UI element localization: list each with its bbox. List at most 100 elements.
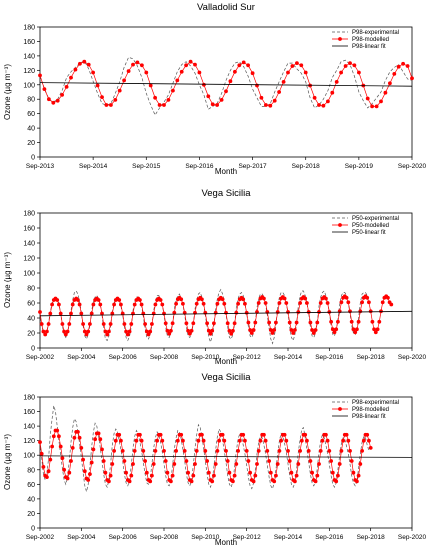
data-point: [55, 298, 60, 302]
data-point: [305, 438, 309, 443]
x-tick-label: Sep-2004: [67, 354, 96, 361]
data-point: [299, 63, 304, 68]
data-point: [131, 462, 135, 466]
data-point: [189, 328, 194, 333]
data-point: [372, 327, 376, 332]
data-point: [332, 330, 337, 335]
data-point: [305, 301, 309, 305]
data-point: [45, 475, 49, 479]
x-tick-label: Sep-2014: [274, 534, 303, 541]
data-point: [82, 329, 87, 334]
y-tick-label: 40: [27, 126, 35, 133]
data-point: [65, 329, 70, 334]
data-point: [303, 296, 308, 301]
data-point: [259, 95, 264, 100]
data-point: [91, 447, 96, 452]
data-point: [356, 319, 361, 324]
data-point: [184, 63, 189, 68]
data-point: [334, 479, 339, 484]
data-point: [170, 473, 175, 478]
data-point: [124, 329, 128, 334]
y-tick-label: 180: [23, 395, 35, 402]
data-point: [270, 331, 275, 335]
data-point: [225, 459, 230, 463]
data-point: [224, 310, 228, 315]
data-point: [227, 328, 232, 333]
data-point: [194, 449, 199, 453]
data-point: [248, 328, 253, 332]
legend-marker: [338, 407, 342, 411]
data-point: [60, 322, 65, 326]
data-point: [317, 310, 321, 314]
data-point: [217, 438, 222, 443]
data-point: [110, 311, 115, 316]
chart-title: Valladolid Sur: [197, 2, 255, 13]
data-point: [231, 479, 235, 484]
data-point: [125, 332, 130, 337]
data-point: [228, 79, 233, 84]
y-tick-label: 40: [27, 316, 35, 323]
data-point: [127, 329, 132, 334]
legend-label: P98-experimental: [352, 400, 399, 406]
data-point: [184, 321, 189, 326]
data-point: [346, 300, 351, 305]
data-point: [336, 473, 340, 478]
data-point: [69, 311, 73, 316]
data-point: [191, 473, 196, 478]
data-point: [365, 96, 370, 101]
data-point: [330, 470, 335, 475]
y-tick-label: 40: [27, 496, 35, 503]
data-point: [336, 319, 340, 324]
data-point: [293, 328, 297, 332]
data-point: [148, 329, 153, 334]
x-tick-label: Sep-2017: [238, 163, 267, 170]
x-tick-label: Sep-2012: [233, 354, 262, 361]
data-point: [38, 73, 42, 78]
data-point: [170, 321, 175, 326]
data-point: [358, 462, 363, 466]
data-point: [45, 329, 49, 334]
data-point: [249, 331, 254, 335]
data-point: [315, 320, 320, 325]
data-point: [41, 329, 46, 334]
data-point: [144, 470, 149, 475]
data-point: [89, 460, 94, 465]
data-point: [310, 470, 314, 475]
data-point: [289, 470, 294, 475]
y-tick-label: 100: [23, 271, 35, 278]
data-point: [105, 332, 110, 337]
data-point: [117, 432, 122, 437]
data-point: [88, 322, 92, 326]
data-point: [96, 298, 101, 302]
data-point: [339, 70, 343, 75]
data-point: [77, 302, 82, 307]
data-point: [186, 470, 191, 475]
data-point: [112, 449, 116, 453]
data-point: [360, 449, 364, 453]
data-point: [306, 310, 311, 314]
data-point: [143, 322, 148, 326]
data-point: [38, 310, 42, 314]
data-point: [112, 302, 116, 307]
data-point: [89, 311, 94, 316]
data-point: [48, 457, 53, 462]
data-point: [349, 459, 354, 463]
data-point: [267, 459, 271, 463]
data-point: [60, 456, 65, 460]
data-point: [313, 479, 318, 484]
x-tick-label: Sep-2012: [233, 534, 262, 541]
data-point: [160, 302, 165, 307]
data-point: [179, 297, 184, 302]
data-point: [64, 85, 69, 89]
data-point: [339, 300, 344, 305]
data-point: [67, 322, 72, 326]
data-point: [151, 462, 156, 466]
data-point: [315, 473, 320, 478]
data-point: [215, 103, 220, 107]
data-point: [255, 83, 259, 88]
data-point: [57, 302, 61, 307]
data-point: [65, 476, 70, 481]
data-point: [101, 459, 106, 463]
data-point: [380, 300, 385, 305]
plot-frame: [39, 396, 413, 529]
